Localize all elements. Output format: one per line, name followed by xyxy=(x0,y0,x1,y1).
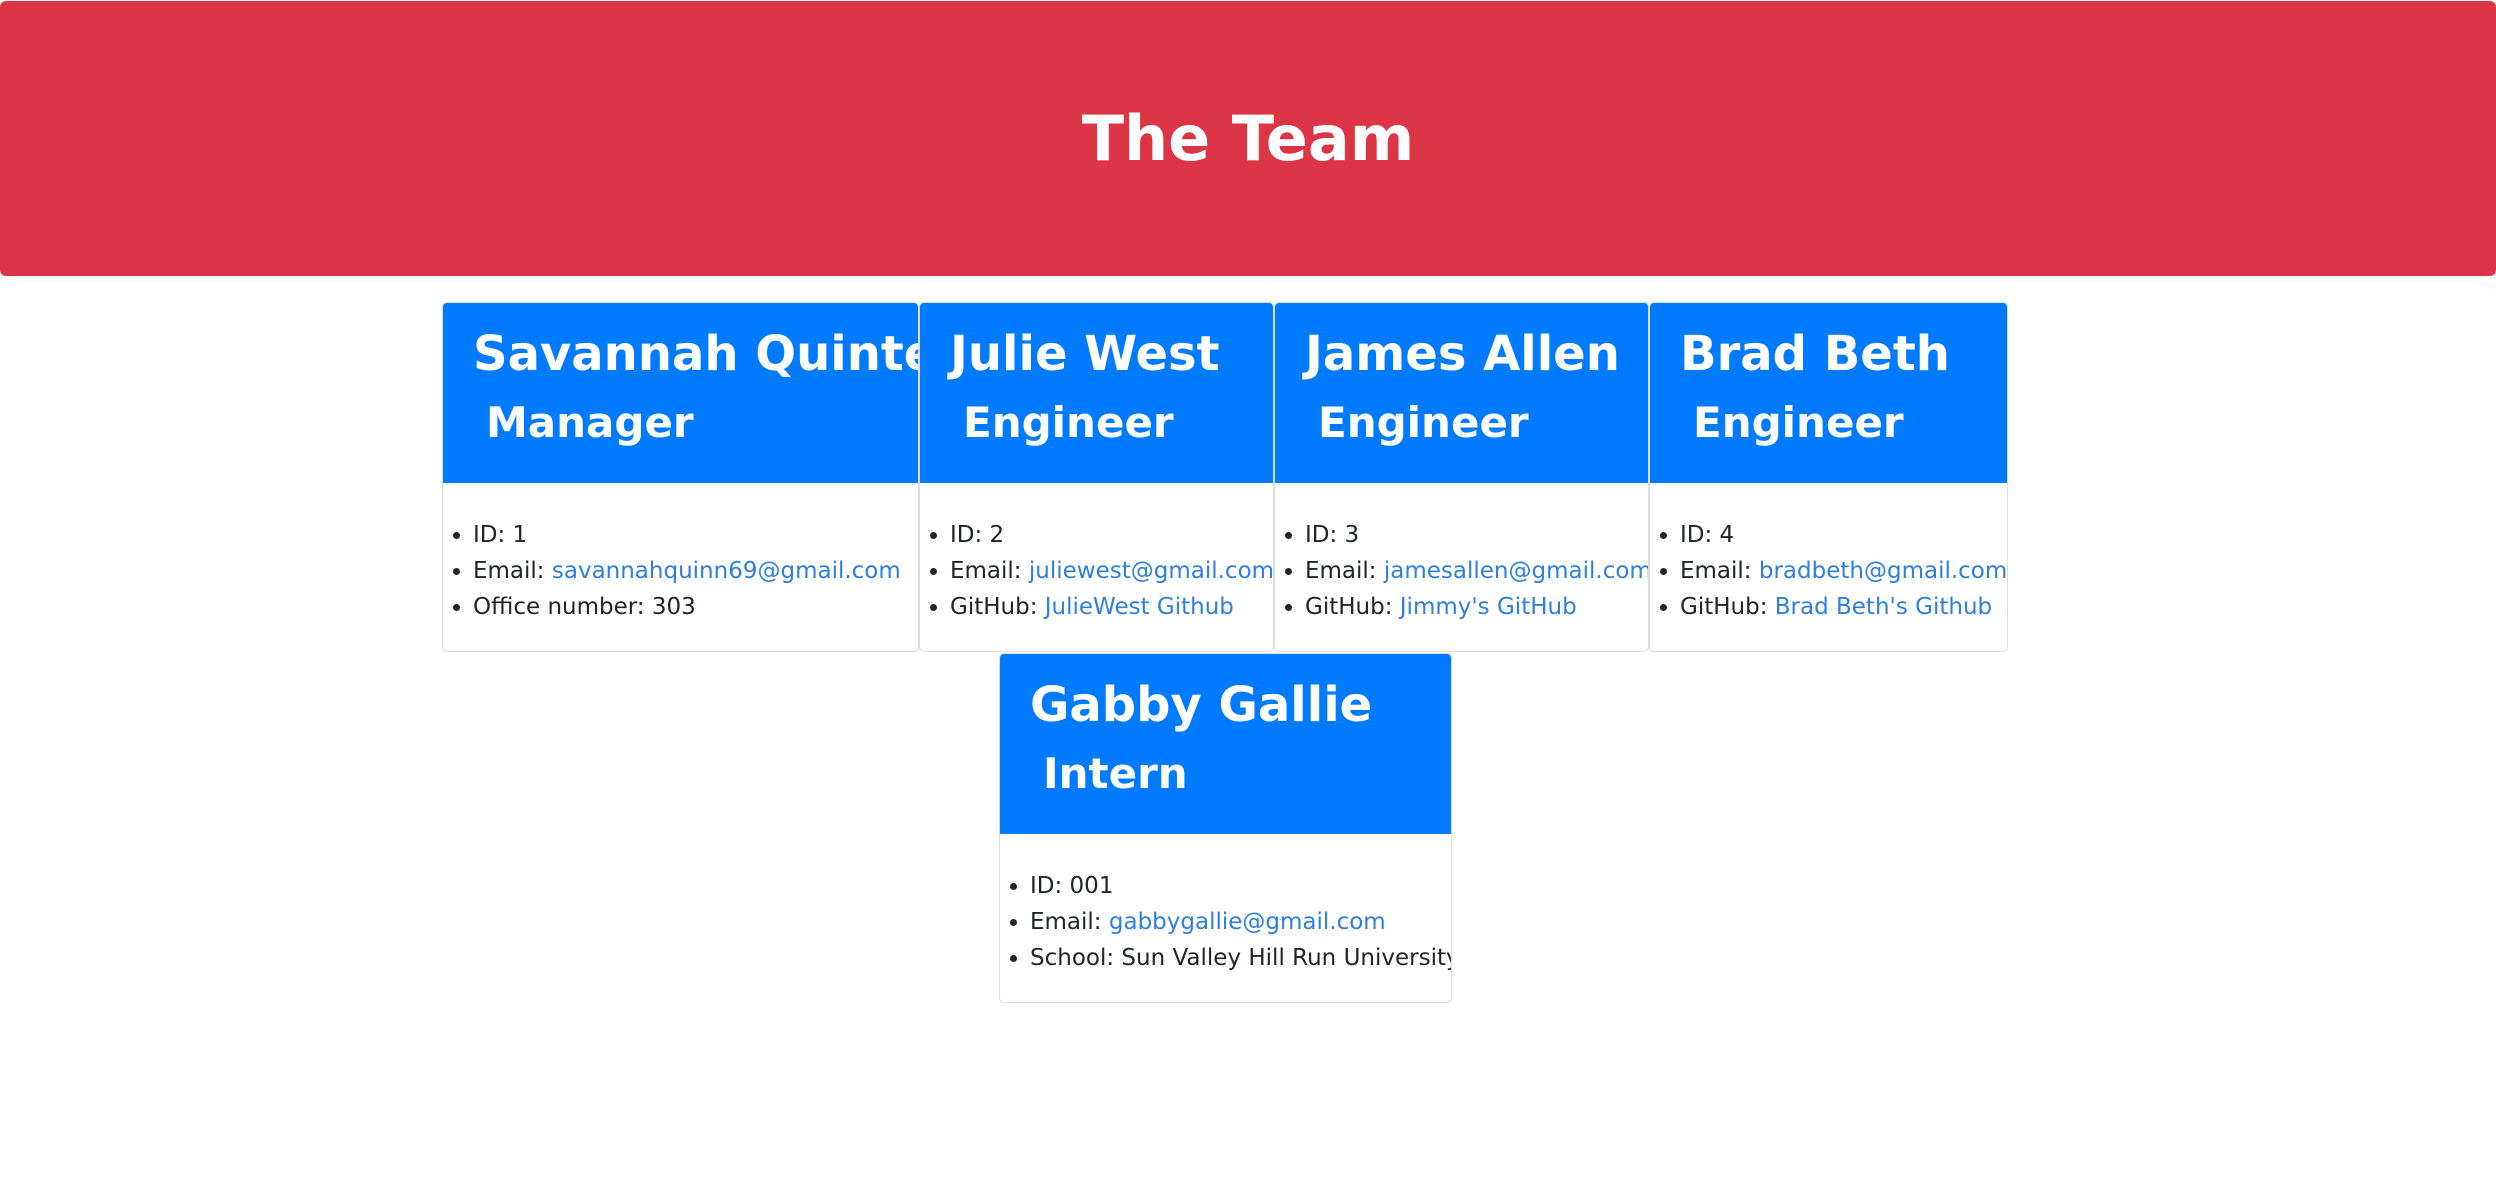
employee-role: Manager xyxy=(486,398,694,447)
github: GitHub: JulieWest Github xyxy=(950,589,1273,625)
employee-role: Intern xyxy=(1043,749,1188,798)
card-header: James Allen Engineer xyxy=(1275,303,1648,483)
email-label: Email: xyxy=(950,558,1029,584)
employee-name: Savannah Quintero xyxy=(473,326,918,382)
employee-details-list: ID: 1 Email: savannahquinn69@gmail.com O… xyxy=(443,483,918,625)
page-title: The Team xyxy=(1081,102,1415,175)
employee-email: Email: savannahquinn69@gmail.com xyxy=(473,553,918,589)
card-body: ID: 4 Email: bradbeth@gmail.com GitHub: … xyxy=(1650,483,2007,625)
employee-name: Julie West xyxy=(950,326,1220,382)
employee-card-engineer: Brad Beth Engineer ID: 4 Email: bradbeth… xyxy=(1649,302,2008,652)
employee-card-engineer: Julie West Engineer ID: 2 Email: juliewe… xyxy=(919,302,1274,652)
employee-role: Engineer xyxy=(963,398,1174,447)
employee-id: ID: 1 xyxy=(473,517,918,553)
employee-email: Email: gabbygallie@gmail.com xyxy=(1030,904,1451,940)
card-body: ID: 1 Email: savannahquinn69@gmail.com O… xyxy=(443,483,918,625)
employee-email: Email: juliewest@gmail.com xyxy=(950,553,1273,589)
email-link[interactable]: gabbygallie@gmail.com xyxy=(1108,909,1386,935)
card-body: ID: 3 Email: jamesallen@gmail.com GitHub… xyxy=(1275,483,1648,625)
employee-details-list: ID: 001 Email: gabbygallie@gmail.com Sch… xyxy=(1000,834,1451,976)
email-link[interactable]: juliewest@gmail.com xyxy=(1028,558,1274,584)
employee-name: Brad Beth xyxy=(1680,326,1950,382)
employee-name: James Allen xyxy=(1305,326,1620,382)
employee-email: Email: jamesallen@gmail.com xyxy=(1305,553,1648,589)
employee-email: Email: bradbeth@gmail.com xyxy=(1680,553,2007,589)
email-label: Email: xyxy=(1030,909,1109,935)
employee-role: Engineer xyxy=(1318,398,1529,447)
employee-card-engineer: James Allen Engineer ID: 3 Email: jamesa… xyxy=(1274,302,1649,652)
card-header: Brad Beth Engineer xyxy=(1650,303,2007,483)
employee-id: ID: 001 xyxy=(1030,868,1451,904)
github-label: GitHub: xyxy=(1680,594,1775,620)
employee-details-list: ID: 4 Email: bradbeth@gmail.com GitHub: … xyxy=(1650,483,2007,625)
employee-id: ID: 2 xyxy=(950,517,1273,553)
github: GitHub: Brad Beth's Github xyxy=(1680,589,2007,625)
employee-card-intern: Gabby Gallie Intern ID: 001 Email: gabby… xyxy=(999,653,1452,1003)
email-label: Email: xyxy=(473,558,552,584)
employee-id: ID: 4 xyxy=(1680,517,2007,553)
email-link[interactable]: jamesallen@gmail.com xyxy=(1383,558,1649,584)
employee-name: Gabby Gallie xyxy=(1030,677,1373,733)
employee-role: Engineer xyxy=(1693,398,1904,447)
team-banner: The Team xyxy=(0,1,2496,276)
card-header: Gabby Gallie Intern xyxy=(1000,654,1451,834)
email-label: Email: xyxy=(1305,558,1384,584)
email-label: Email: xyxy=(1680,558,1759,584)
card-body: ID: 2 Email: juliewest@gmail.com GitHub:… xyxy=(920,483,1273,625)
employee-details-list: ID: 2 Email: juliewest@gmail.com GitHub:… xyxy=(920,483,1273,625)
employee-card-manager: Savannah Quintero Manager ID: 1 Email: s… xyxy=(442,302,919,652)
email-link[interactable]: bradbeth@gmail.com xyxy=(1758,558,2008,584)
email-link[interactable]: savannahquinn69@gmail.com xyxy=(551,558,901,584)
github-link[interactable]: Brad Beth's Github xyxy=(1774,594,1993,620)
card-body: ID: 001 Email: gabbygallie@gmail.com Sch… xyxy=(1000,834,1451,976)
card-header: Julie West Engineer xyxy=(920,303,1273,483)
github: GitHub: Jimmy's GitHub xyxy=(1305,589,1648,625)
github-link[interactable]: JulieWest Github xyxy=(1044,594,1234,620)
office-number: Office number: 303 xyxy=(473,589,918,625)
github-label: GitHub: xyxy=(950,594,1045,620)
employee-id: ID: 3 xyxy=(1305,517,1648,553)
card-header: Savannah Quintero Manager xyxy=(443,303,918,483)
employee-details-list: ID: 3 Email: jamesallen@gmail.com GitHub… xyxy=(1275,483,1648,625)
school: School: Sun Valley Hill Run University xyxy=(1030,940,1451,976)
github-link[interactable]: Jimmy's GitHub xyxy=(1399,594,1577,620)
github-label: GitHub: xyxy=(1305,594,1400,620)
